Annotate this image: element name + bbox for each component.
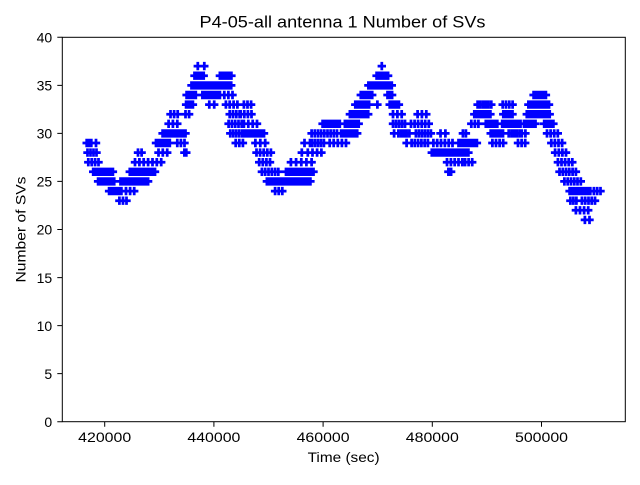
svg-text:35: 35 <box>37 78 53 94</box>
svg-text:15: 15 <box>37 270 53 286</box>
svg-text:30: 30 <box>37 126 53 142</box>
svg-text:Time (sec): Time (sec) <box>308 449 380 465</box>
svg-text:500000: 500000 <box>515 429 568 445</box>
svg-text:0: 0 <box>44 414 52 430</box>
svg-text:420000: 420000 <box>78 429 131 445</box>
svg-text:460000: 460000 <box>297 429 350 445</box>
svg-text:25: 25 <box>37 174 53 190</box>
svg-text:10: 10 <box>37 318 53 334</box>
svg-text:P4-05-all antenna 1 Number of: P4-05-all antenna 1 Number of SVs <box>200 13 486 32</box>
svg-text:40: 40 <box>37 30 53 46</box>
svg-text:480000: 480000 <box>406 429 459 445</box>
svg-text:5: 5 <box>44 366 52 382</box>
svg-text:20: 20 <box>37 222 53 238</box>
svg-text:Number of SVs: Number of SVs <box>13 177 29 283</box>
svg-text:440000: 440000 <box>187 429 240 445</box>
